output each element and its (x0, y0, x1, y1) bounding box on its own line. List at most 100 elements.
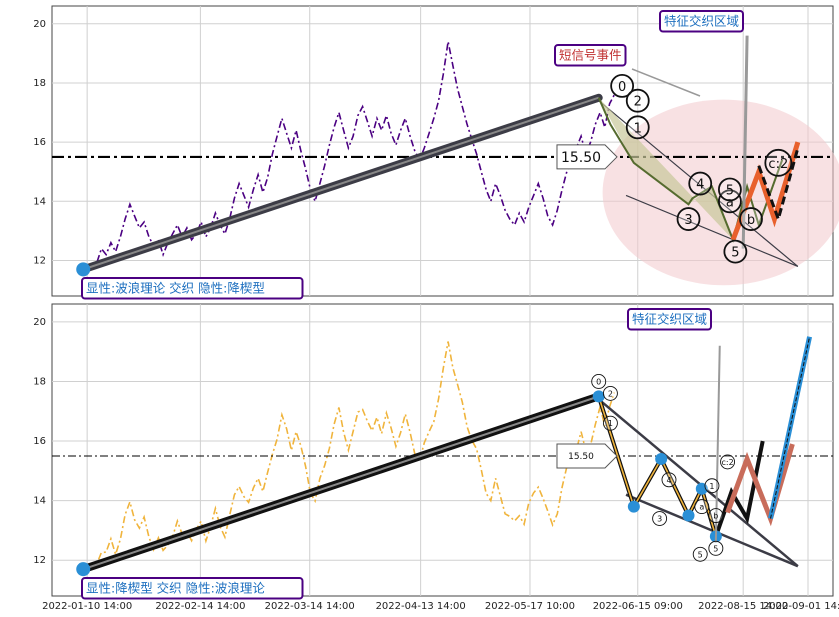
x-tick-label: 2022-09-01 14:00 (763, 601, 839, 612)
wave-label: a (726, 195, 734, 210)
feature-box: 特征交织区域 (664, 14, 739, 29)
x-tick-label: 2022-04-13 14:00 (376, 601, 466, 612)
x-tick-label: 2022-02-14 14:00 (155, 601, 245, 612)
spike-line (741, 35, 749, 249)
wave-label: 5 (726, 183, 734, 198)
wave-label: 4 (666, 476, 671, 485)
wedge-lower (625, 493, 799, 568)
wave-label-circle (625, 115, 650, 140)
wave-label: 5 (698, 550, 703, 559)
wave-label: 3 (684, 213, 692, 228)
wave-label: 5 (713, 544, 718, 553)
x-tick-label: 2022-05-17 10:00 (485, 601, 575, 612)
wave-c-path (725, 443, 795, 527)
wave-label-circle (652, 511, 668, 526)
wave-path (597, 97, 784, 243)
trend-line-highlight (82, 96, 600, 271)
x-tick-label: 2022-01-10 14:00 (42, 601, 132, 612)
wedge-upper (597, 398, 799, 568)
feature-box-frame (659, 10, 744, 33)
projection-dash (770, 336, 811, 519)
wave-label: a (699, 503, 704, 512)
price-series (86, 341, 616, 567)
pattern-box: 显性:波浪理论 交织 隐性:降楔型 (86, 281, 265, 296)
wave-label: 1 (608, 419, 613, 428)
wave-label-circle (610, 73, 635, 98)
wave-label-circle (661, 472, 677, 488)
trend-start-dot (76, 562, 91, 577)
wave-label: 2 (608, 389, 613, 398)
wedge-upper (598, 100, 799, 267)
level-label: 15.50 (568, 452, 594, 462)
wave-label-circle (708, 508, 724, 524)
pattern-box-frame (81, 277, 304, 300)
y-tick-label: 18 (33, 376, 46, 387)
wave-c-dash (757, 147, 800, 224)
y-tick-label: 20 (33, 317, 46, 328)
wave-label-circle (688, 171, 713, 196)
y-tick-label: 12 (33, 555, 46, 566)
feature-ellipse (602, 99, 839, 286)
wave-label-circle (764, 148, 793, 177)
wave-path-inner (597, 396, 717, 537)
wave-fill (598, 97, 734, 240)
wave-label-circle (591, 374, 607, 389)
wave-label-circle (602, 385, 618, 401)
wave-label: 1 (634, 121, 642, 136)
wave-label-circle (708, 540, 724, 556)
event-box-frame (554, 44, 627, 67)
pattern-box: 显性:降楔型 交织 隐性:波浪理论 (86, 581, 265, 596)
event-box: 短信号事件 (559, 48, 622, 63)
level-label: 15.50 (561, 150, 601, 166)
level-arrow (556, 144, 618, 170)
wave-label: 5 (731, 246, 739, 261)
y-tick-label: 16 (33, 137, 46, 148)
y-tick-label: 14 (33, 496, 46, 507)
wave-label-circle (739, 207, 763, 231)
wave-label-circle (692, 546, 708, 562)
wave-label: 1 (709, 482, 714, 491)
feature-box-frame (627, 308, 712, 331)
wave-label-circle (720, 454, 736, 470)
y-tick-label: 16 (33, 436, 46, 447)
wave-node (627, 500, 640, 513)
wave-label-circle (676, 207, 701, 231)
wave-label-circle (694, 499, 710, 515)
x-tick-label: 2022-06-15 09:00 (593, 601, 683, 612)
wave-label-circle (625, 88, 650, 113)
feature-box: 特征交织区域 (632, 312, 707, 327)
wave-label: b (747, 213, 755, 228)
wave-label: b (713, 512, 718, 521)
wave-label: 2 (634, 95, 642, 110)
x-tick-label: 2022-08-15 14:00 (698, 601, 788, 612)
wave-label: 3 (657, 515, 662, 524)
spike-line (714, 345, 721, 543)
y-tick-label: 12 (33, 255, 46, 266)
wave-label: 0 (618, 80, 626, 95)
wave-label: c:2 (768, 157, 788, 172)
y-tick-label: 18 (33, 78, 46, 89)
wave-label-circle (718, 177, 742, 202)
trend-line-highlight (82, 395, 600, 571)
wave-node (655, 452, 668, 465)
y-tick-label: 20 (33, 19, 46, 30)
wave-label-circle (602, 415, 618, 431)
wave-node (682, 509, 695, 522)
wave-c-path (730, 141, 801, 241)
wave-label: 0 (596, 377, 601, 386)
wave-label: c:2 (721, 458, 733, 467)
wave-label-circle (723, 239, 748, 264)
wave-label: 4 (696, 178, 704, 193)
trend-start-dot (76, 262, 91, 277)
wave-label-circle (704, 478, 720, 494)
level-arrow (556, 443, 618, 469)
pattern-box-frame (81, 577, 304, 600)
wedge-lower (625, 194, 799, 267)
x-tick-label: 2022-03-14 14:00 (265, 601, 355, 612)
y-tick-label: 14 (33, 196, 46, 207)
wave-node (592, 390, 605, 403)
event-arrow (631, 68, 701, 97)
